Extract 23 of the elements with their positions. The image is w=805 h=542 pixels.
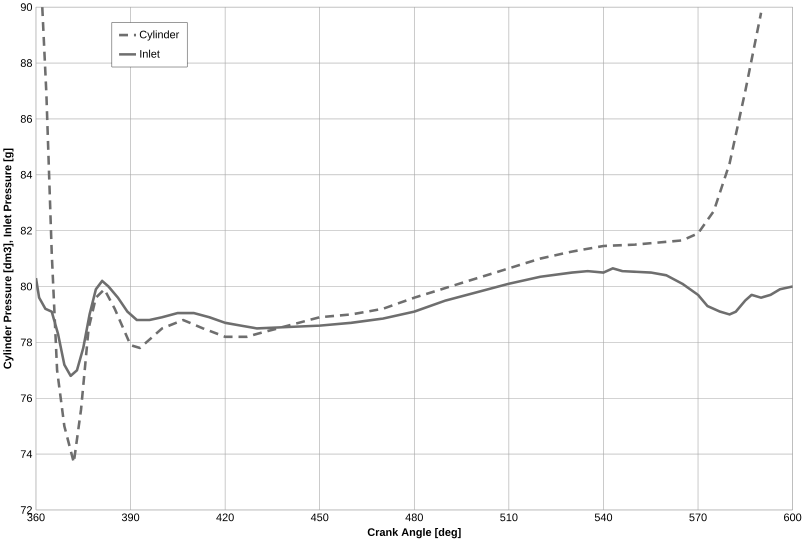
y-tick-label: 86 xyxy=(20,115,32,123)
y-tick-label: 90 xyxy=(20,4,32,12)
x-tick-label: 510 xyxy=(500,514,518,522)
x-tick-label: 540 xyxy=(594,514,612,522)
x-axis-title: Crank Angle [deg] xyxy=(368,528,461,538)
legend-label: Cylinder xyxy=(140,30,180,41)
x-tick-label: 450 xyxy=(310,514,328,522)
x-tick-label: 480 xyxy=(405,514,423,522)
y-tick-label: 80 xyxy=(20,282,32,291)
y-tick-label: 72 xyxy=(20,506,32,514)
y-tick-label: 76 xyxy=(20,394,32,402)
x-tick-label: 420 xyxy=(216,514,234,522)
y-tick-label: 88 xyxy=(20,59,32,68)
x-tick-label: 600 xyxy=(784,514,802,522)
y-tick-label: 84 xyxy=(20,171,32,179)
x-tick-label: 360 xyxy=(27,514,45,522)
legend-label: Inlet xyxy=(140,50,160,58)
y-tick-label: 74 xyxy=(20,450,32,458)
y-tick-label: 82 xyxy=(20,227,32,235)
y-tick-label: 78 xyxy=(20,338,32,346)
y-axis-title: Cylinder Pressure [dm3], Inlet Pressure [g] xyxy=(3,148,14,369)
x-tick-label: 570 xyxy=(689,514,707,522)
x-tick-label: 390 xyxy=(122,514,140,522)
